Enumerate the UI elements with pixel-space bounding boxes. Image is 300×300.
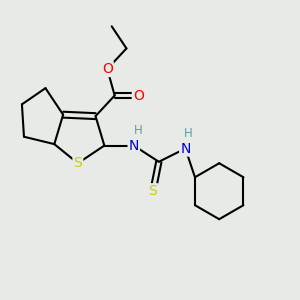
Text: N: N [129,139,139,153]
Text: N: N [180,142,190,155]
Text: O: O [102,62,113,76]
Text: H: H [134,124,142,137]
Text: S: S [148,184,157,198]
Text: O: O [133,88,144,103]
Text: S: S [74,156,82,170]
Text: H: H [184,127,193,140]
